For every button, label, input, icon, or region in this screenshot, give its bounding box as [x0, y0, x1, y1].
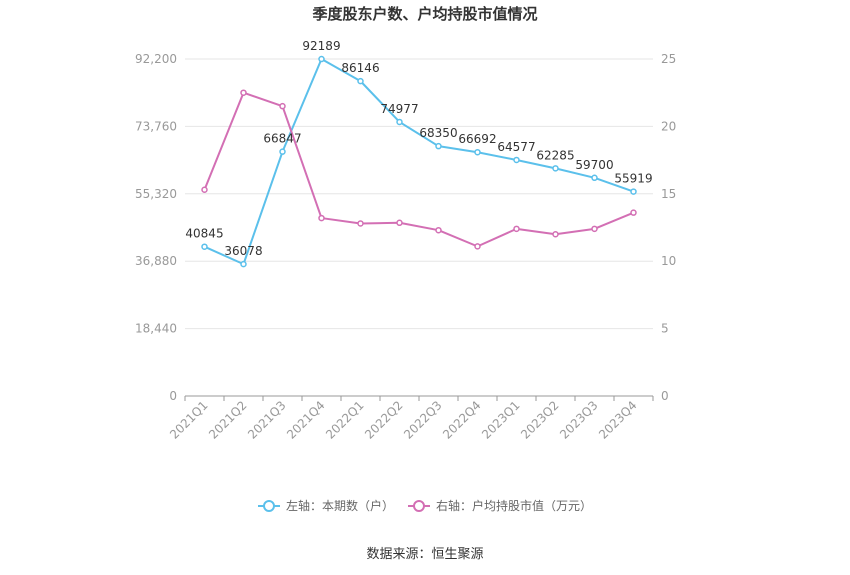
chart-title: 季度股东户数、户均持股市值情况: [312, 5, 537, 23]
data-label: 62285: [536, 148, 574, 162]
data-point-left: [630, 188, 637, 195]
data-point-left: [279, 148, 286, 155]
x-tick-label: 2022Q3: [401, 398, 445, 442]
data-point-right: [435, 226, 442, 234]
x-tick-label: 2022Q4: [440, 398, 484, 442]
x-tick-label: 2023Q1: [479, 398, 523, 442]
data-point-right: [318, 214, 325, 222]
x-tick-label: 2021Q1: [167, 398, 211, 442]
data-point-right: [591, 225, 598, 233]
data-point-right: [513, 225, 520, 233]
x-tick-label: 2023Q3: [557, 398, 601, 442]
x-tick-label: 2021Q2: [206, 398, 250, 442]
series-lines: [201, 55, 637, 268]
left-tick-label: 36,880: [135, 254, 177, 268]
x-tick-label: 2022Q2: [362, 398, 406, 442]
data-label: 40845: [185, 227, 223, 241]
legend-swatch-marker: [413, 500, 425, 512]
left-tick-label: 92,200: [135, 52, 177, 66]
data-point-left: [396, 118, 403, 126]
data-point-left: [357, 77, 364, 85]
data-label: 66847: [263, 132, 301, 146]
grid: [185, 58, 653, 330]
data-label: 68350: [419, 126, 457, 140]
data-point-right: [630, 209, 637, 216]
data-label: 74977: [380, 102, 418, 116]
data-point-left: [201, 243, 208, 250]
series-line-left: [204, 58, 634, 266]
right-tick-label: 5: [661, 322, 669, 336]
data-label: 66692: [458, 132, 496, 146]
x-tick-label: 2021Q4: [284, 398, 328, 442]
data-label: 55919: [614, 172, 652, 186]
left-tick-label: 0: [169, 389, 177, 403]
data-label: 64577: [497, 140, 535, 154]
right-tick-label: 15: [661, 187, 676, 201]
legend-label-right: 右轴：户均持股市值（万元）: [436, 498, 592, 513]
data-point-right: [201, 186, 208, 194]
x-tick-label: 2022Q1: [323, 398, 367, 442]
data-point-right: [474, 243, 481, 250]
data-point-left: [552, 165, 559, 172]
left-tick-label: 73,760: [135, 119, 177, 133]
data-label: 36078: [224, 244, 262, 258]
data-label: 92189: [302, 39, 340, 53]
data-point-right: [357, 220, 364, 227]
data-point-left: [435, 142, 442, 150]
data-label: 59700: [575, 158, 613, 172]
left-tick-label: 55,320: [135, 187, 177, 201]
data-point-left: [591, 174, 598, 182]
right-tick-label: 20: [661, 119, 676, 133]
legend-label-left: 左轴：本期数（户）: [286, 498, 394, 513]
data-point-right: [552, 230, 559, 238]
x-tick-label: 2023Q2: [518, 398, 562, 442]
series-line-right: [203, 91, 634, 248]
data-point-right: [240, 89, 247, 96]
legend-item-right[interactable]: 右轴：户均持股市值（万元）: [408, 498, 592, 513]
legend-item-left[interactable]: 左轴：本期数（户）: [258, 498, 394, 513]
data-point-left: [318, 55, 325, 63]
data-point-right: [396, 219, 403, 227]
x-tick-label: 2021Q3: [245, 398, 289, 442]
data-point-left: [240, 260, 247, 268]
data-point-left: [474, 148, 481, 156]
data-point-right: [279, 102, 286, 110]
right-tick-label: 25: [661, 52, 676, 66]
data-point-left: [513, 156, 520, 164]
x-tick-label: 2023Q4: [596, 398, 640, 442]
left-tick-label: 18,440: [135, 322, 177, 336]
right-tick-label: 10: [661, 254, 676, 268]
legend-swatch-marker: [263, 500, 275, 512]
source-note: 数据来源：恒生聚源: [366, 547, 483, 562]
right-tick-label: 0: [661, 389, 669, 403]
data-label: 86146: [341, 61, 379, 75]
legend[interactable]: 左轴：本期数（户） 右轴：户均持股市值（万元）: [258, 498, 592, 513]
